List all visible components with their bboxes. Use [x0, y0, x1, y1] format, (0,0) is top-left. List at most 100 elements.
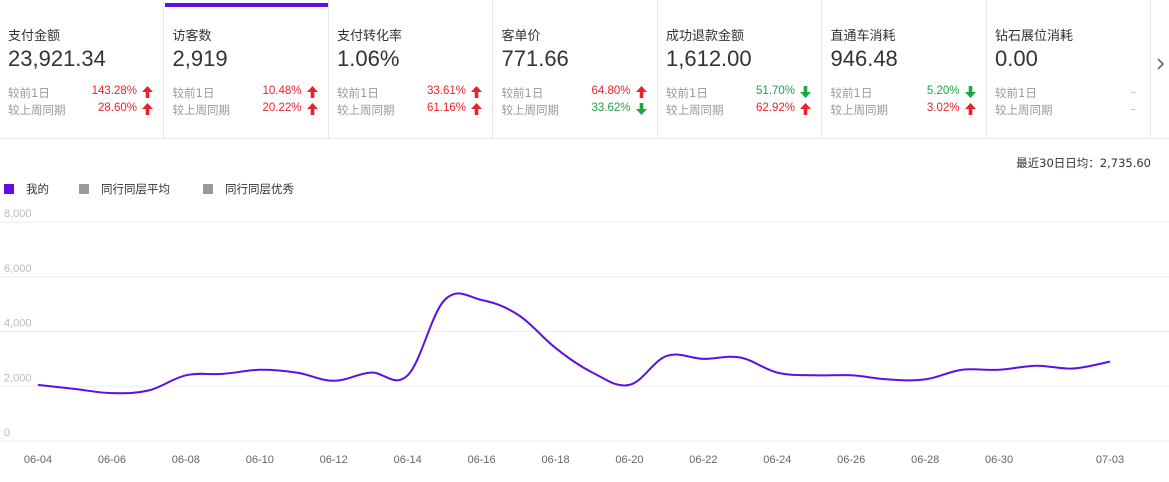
metric-card[interactable]: 钻石展位消耗 0.00 较前1日 – 较上周同期 – — [987, 0, 1151, 139]
arrow-up-icon — [142, 103, 153, 115]
x-tick-label: 06-24 — [763, 454, 791, 466]
metric-card[interactable]: 直通车消耗 946.48 较前1日 5.20% 较上周同期 3.02% — [823, 0, 987, 139]
monthly-average: 最近30日日均：2,735.60 — [1016, 155, 1151, 171]
monthly-average-value: 2,735.60 — [1099, 156, 1151, 170]
metric-value: 771.66 — [501, 46, 569, 71]
x-tick-label: 07-03 — [1096, 454, 1124, 466]
x-tick-label: 06-04 — [24, 454, 52, 466]
series-line — [37, 292, 1111, 395]
compare-percent: 51.70% — [755, 85, 795, 97]
empty-dash: – — [1130, 102, 1136, 116]
compare-percent: 62.92% — [755, 102, 795, 114]
compare-label: 较前1日 — [8, 86, 50, 100]
compare-label: 较上周同期 — [8, 103, 66, 117]
compare-percent: 33.62% — [591, 102, 631, 114]
arrow-down-icon — [964, 86, 976, 98]
arrow-up-icon — [142, 86, 153, 98]
y-tick-label: 6,000 — [4, 263, 32, 275]
legend-item[interactable]: 同行同层优秀 — [203, 181, 294, 197]
compare-percent: 10.48% — [262, 85, 302, 97]
compare-label: 较前1日 — [172, 86, 215, 100]
legend-item[interactable]: 我的 — [4, 181, 49, 197]
arrow-up-icon — [306, 86, 318, 98]
metric-card[interactable]: 访客数 2,919 较前1日 10.48% 较上周同期 20.22% — [164, 0, 329, 139]
metric-value: 1,612.00 — [666, 46, 752, 71]
compare-label: 较前1日 — [995, 86, 1037, 100]
week-compare-row: 较上周同期 61.16% — [337, 102, 482, 118]
metric-card[interactable]: 客单价 771.66 较前1日 64.80% 较上周同期 33.62% — [494, 0, 658, 139]
week-compare-row: 较上周同期 3.02% — [831, 102, 976, 118]
metric-card[interactable]: 支付转化率 1.06% 较前1日 33.61% 较上周同期 61.16% — [329, 0, 493, 139]
day-compare-row: 较前1日 143.28% — [8, 85, 153, 101]
week-compare-row: 较上周同期 33.62% — [502, 102, 647, 118]
x-tick-label: 06-14 — [394, 454, 422, 466]
x-tick-label: 06-16 — [468, 454, 496, 466]
y-tick-label: 0 — [4, 427, 10, 439]
compare-percent: 20.22% — [262, 102, 302, 114]
x-tick-label: 06-10 — [246, 454, 274, 466]
line-chart: 8,000 6,000 4,000 2,000 0 06-04 06-06 06-08 06-1… — [0, 208, 1169, 466]
metric-title: 支付金额 — [8, 29, 61, 44]
compare-percent: 5.20% — [926, 85, 960, 97]
metric-cards: 支付金额 23,921.34 较前1日 143.28% 较上周同期 28.60% 访客数 2,… — [0, 0, 1169, 139]
legend-swatch — [79, 184, 89, 194]
arrow-up-icon — [635, 86, 647, 98]
x-tick-label: 06-30 — [985, 454, 1013, 466]
compare-percent: 33.61% — [426, 85, 466, 97]
metric-title: 访客数 — [172, 29, 212, 44]
compare-label: 较上周同期 — [501, 103, 560, 117]
compare-label: 较上周同期 — [830, 103, 889, 117]
metric-card[interactable]: 成功退款金额 1,612.00 较前1日 51.70% 较上周同期 62.92% — [658, 0, 822, 139]
metric-title: 客单价 — [501, 29, 541, 44]
chevron-right-icon[interactable] — [1152, 52, 1169, 76]
x-tick-label: 06-12 — [320, 454, 348, 466]
compare-label: 较前1日 — [666, 86, 708, 100]
legend-label: 同行同层平均 — [101, 182, 170, 196]
compare-label: 较上周同期 — [337, 103, 395, 117]
x-tick-label: 06-06 — [98, 454, 126, 466]
x-tick-label: 06-20 — [615, 454, 643, 466]
day-compare-row: 较前1日 – — [995, 85, 1140, 101]
x-tick-label: 06-22 — [689, 454, 717, 466]
x-tick-label: 06-28 — [911, 454, 939, 466]
day-compare-row: 较前1日 51.70% — [666, 85, 811, 101]
compare-label: 较上周同期 — [995, 103, 1053, 117]
y-tick-label: 2,000 — [4, 372, 32, 384]
x-tick-label: 06-18 — [541, 454, 569, 466]
arrow-up-icon — [471, 103, 482, 115]
compare-label: 较前1日 — [501, 86, 544, 100]
week-compare-row: 较上周同期 28.60% — [8, 102, 153, 118]
arrow-up-icon — [306, 103, 318, 115]
compare-label: 较上周同期 — [172, 103, 231, 117]
day-compare-row: 较前1日 10.48% — [173, 85, 318, 101]
metric-value: 0.00 — [995, 46, 1038, 71]
monthly-average-label: 最近30日日均： — [1016, 156, 1100, 170]
metric-title: 成功退款金额 — [666, 29, 745, 44]
compare-percent: 3.02% — [926, 102, 960, 114]
metric-card[interactable]: 支付金额 23,921.34 较前1日 143.28% 较上周同期 28.60% — [0, 0, 164, 139]
day-compare-row: 较前1日 64.80% — [502, 85, 647, 101]
empty-dash: – — [1130, 85, 1136, 99]
compare-percent: 61.16% — [426, 102, 466, 114]
week-compare-row: 较上周同期 20.22% — [173, 102, 318, 118]
compare-label: 较前1日 — [337, 86, 379, 100]
metric-value: 946.48 — [830, 46, 898, 71]
week-compare-row: 较上周同期 62.92% — [666, 102, 811, 118]
week-compare-row: 较上周同期 – — [995, 102, 1140, 118]
metric-value: 23,921.34 — [8, 46, 106, 71]
arrow-down-icon — [800, 86, 811, 98]
compare-percent: 64.80% — [591, 85, 631, 97]
arrow-up-icon — [471, 86, 482, 98]
metric-value: 1.06% — [337, 46, 400, 71]
x-tick-label: 06-08 — [172, 454, 200, 466]
metric-title: 钻石展位消耗 — [995, 29, 1074, 44]
y-tick-label: 4,000 — [4, 318, 32, 330]
metric-title: 支付转化率 — [337, 29, 403, 44]
legend-item[interactable]: 同行同层平均 — [79, 181, 170, 197]
arrow-up-icon — [800, 103, 811, 115]
legend-swatch — [203, 184, 213, 194]
legend-swatch — [4, 184, 14, 194]
arrow-down-icon — [635, 103, 647, 115]
metric-value: 2,919 — [172, 46, 228, 71]
metric-title: 直通车消耗 — [830, 29, 896, 44]
